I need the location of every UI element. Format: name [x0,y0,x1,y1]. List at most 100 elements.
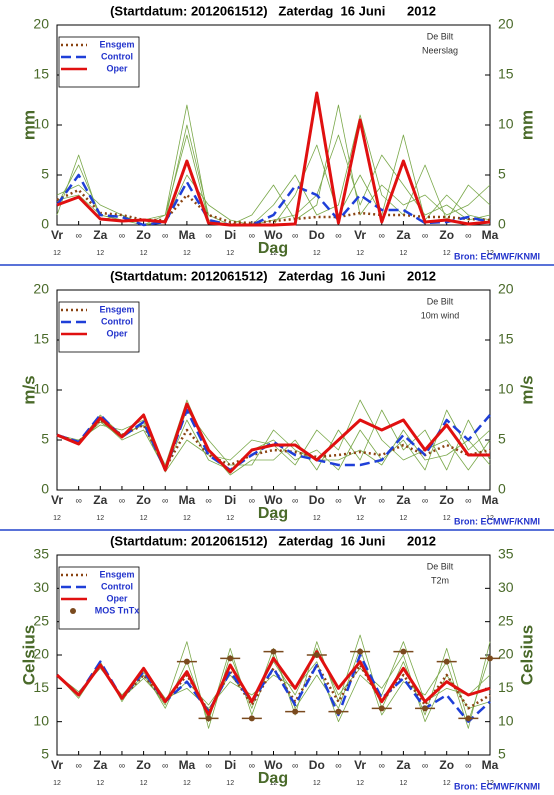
hour-label: 12 [443,515,451,522]
mos-point [313,652,320,658]
y-tick-label: 10 [33,116,49,132]
hour-label: 12 [183,780,191,787]
y-tick-label: 20 [33,646,49,662]
y2-tick-label: 20 [498,16,514,32]
hour-label: 12 [400,250,408,257]
x-tick-label: ∞ [162,760,168,770]
mos-point [227,655,234,662]
legend-label: Ensgem [99,569,134,579]
x-tick-label: ∞ [119,495,125,505]
x-tick-label: Do [309,758,325,772]
x-tick-label: Vr [354,228,366,242]
chart-title: (Startdatum: 2012061512) Zaterdag 16 Jun… [110,533,436,548]
y2-tick-label: 20 [498,281,514,297]
series-line [56,408,491,472]
mos-point [443,658,450,665]
y-tick-label: 15 [33,679,49,695]
x-tick-label: Vr [354,758,366,772]
x-tick-label: Zo [136,758,151,772]
x-tick-label: Wo [264,228,282,242]
x-tick-label: Ma [482,228,499,242]
hour-label: 12 [486,515,494,522]
hour-label: 12 [140,780,148,787]
x-tick-label: Ma [482,758,499,772]
hour-label: 12 [96,515,104,522]
hour-label: 12 [140,250,148,257]
legend-marker [70,608,76,614]
x-tick-label: ∞ [162,230,168,240]
source: Bron: ECMWF/KNMI [454,781,540,791]
x-tick-label: Zo [136,228,151,242]
y2-tick-label: 15 [498,331,514,347]
legend-label: Oper [106,593,128,603]
hour-label: 12 [140,515,148,522]
x-tick-label: Di [224,228,236,242]
y-axis-label: m/s [19,375,38,404]
legend-label: Control [101,581,133,591]
y2-tick-label: 10 [498,116,514,132]
legend-label: Ensgem [99,39,134,49]
y-tick-label: 20 [33,281,49,297]
x-tick-label: Di [224,758,236,772]
x-tick-label: ∞ [379,230,385,240]
y2-tick-label: 15 [498,679,514,695]
legend-label: Oper [106,63,128,73]
x-tick-label: ∞ [292,760,298,770]
hour-label: 12 [313,780,321,787]
y-tick-label: 10 [33,381,49,397]
y2-tick-label: 0 [498,216,506,232]
x-tick-label: Za [396,228,410,242]
x-tick-label: Zo [136,493,151,507]
variable: Neerslag [422,45,458,55]
y-tick-label: 20 [33,16,49,32]
x-tick-label: Ma [482,493,499,507]
y-tick-label: 5 [41,746,49,762]
y2-tick-label: 20 [498,646,514,662]
x-axis-label: Dag [258,505,288,522]
y2-tick-label: 25 [498,612,514,628]
y-tick-label: 5 [41,431,49,447]
series-line [55,650,491,717]
y-tick-label: 35 [33,546,49,562]
x-tick-label: ∞ [465,760,471,770]
x-tick-label: ∞ [75,230,81,240]
x-tick-label: Do [309,493,325,507]
x-tick-label: Do [309,228,325,242]
hour-label: 12 [183,250,191,257]
y-tick-label: 25 [33,612,49,628]
x-tick-label: Wo [264,493,282,507]
mos-point [487,655,493,662]
mos-point [422,705,429,712]
hour-label: 12 [270,780,278,787]
series-line [56,91,491,227]
series-line [55,173,491,227]
x-tick-label: ∞ [205,495,211,505]
hour-label: 12 [356,780,364,787]
x-tick-label: ∞ [465,495,471,505]
source: Bron: ECMWF/KNMI [454,251,540,261]
source: Bron: ECMWF/KNMI [454,516,540,526]
hour-label: 12 [226,780,234,787]
y2-axis-label: m/s [517,375,536,404]
y-tick-label: 15 [33,66,49,82]
hour-label: 12 [443,250,451,257]
y-tick-label: 15 [33,331,49,347]
mos-point [248,715,255,722]
hour-label: 12 [443,780,451,787]
x-tick-label: ∞ [119,760,125,770]
legend-label: Oper [106,328,128,338]
x-tick-label: ∞ [292,230,298,240]
location: De Bilt [427,561,454,571]
x-tick-label: ∞ [379,760,385,770]
y2-tick-label: 10 [498,712,514,728]
x-tick-label: Za [93,758,107,772]
hour-label: 12 [356,515,364,522]
ensemble-member [56,124,491,226]
ensemble-member [56,399,491,476]
x-tick-label: ∞ [205,230,211,240]
x-axis-label: Dag [258,240,288,257]
hour-label: 12 [96,250,104,257]
ensemble-member [56,409,491,469]
hour-label: 12 [226,250,234,257]
y-tick-label: 0 [41,481,49,497]
